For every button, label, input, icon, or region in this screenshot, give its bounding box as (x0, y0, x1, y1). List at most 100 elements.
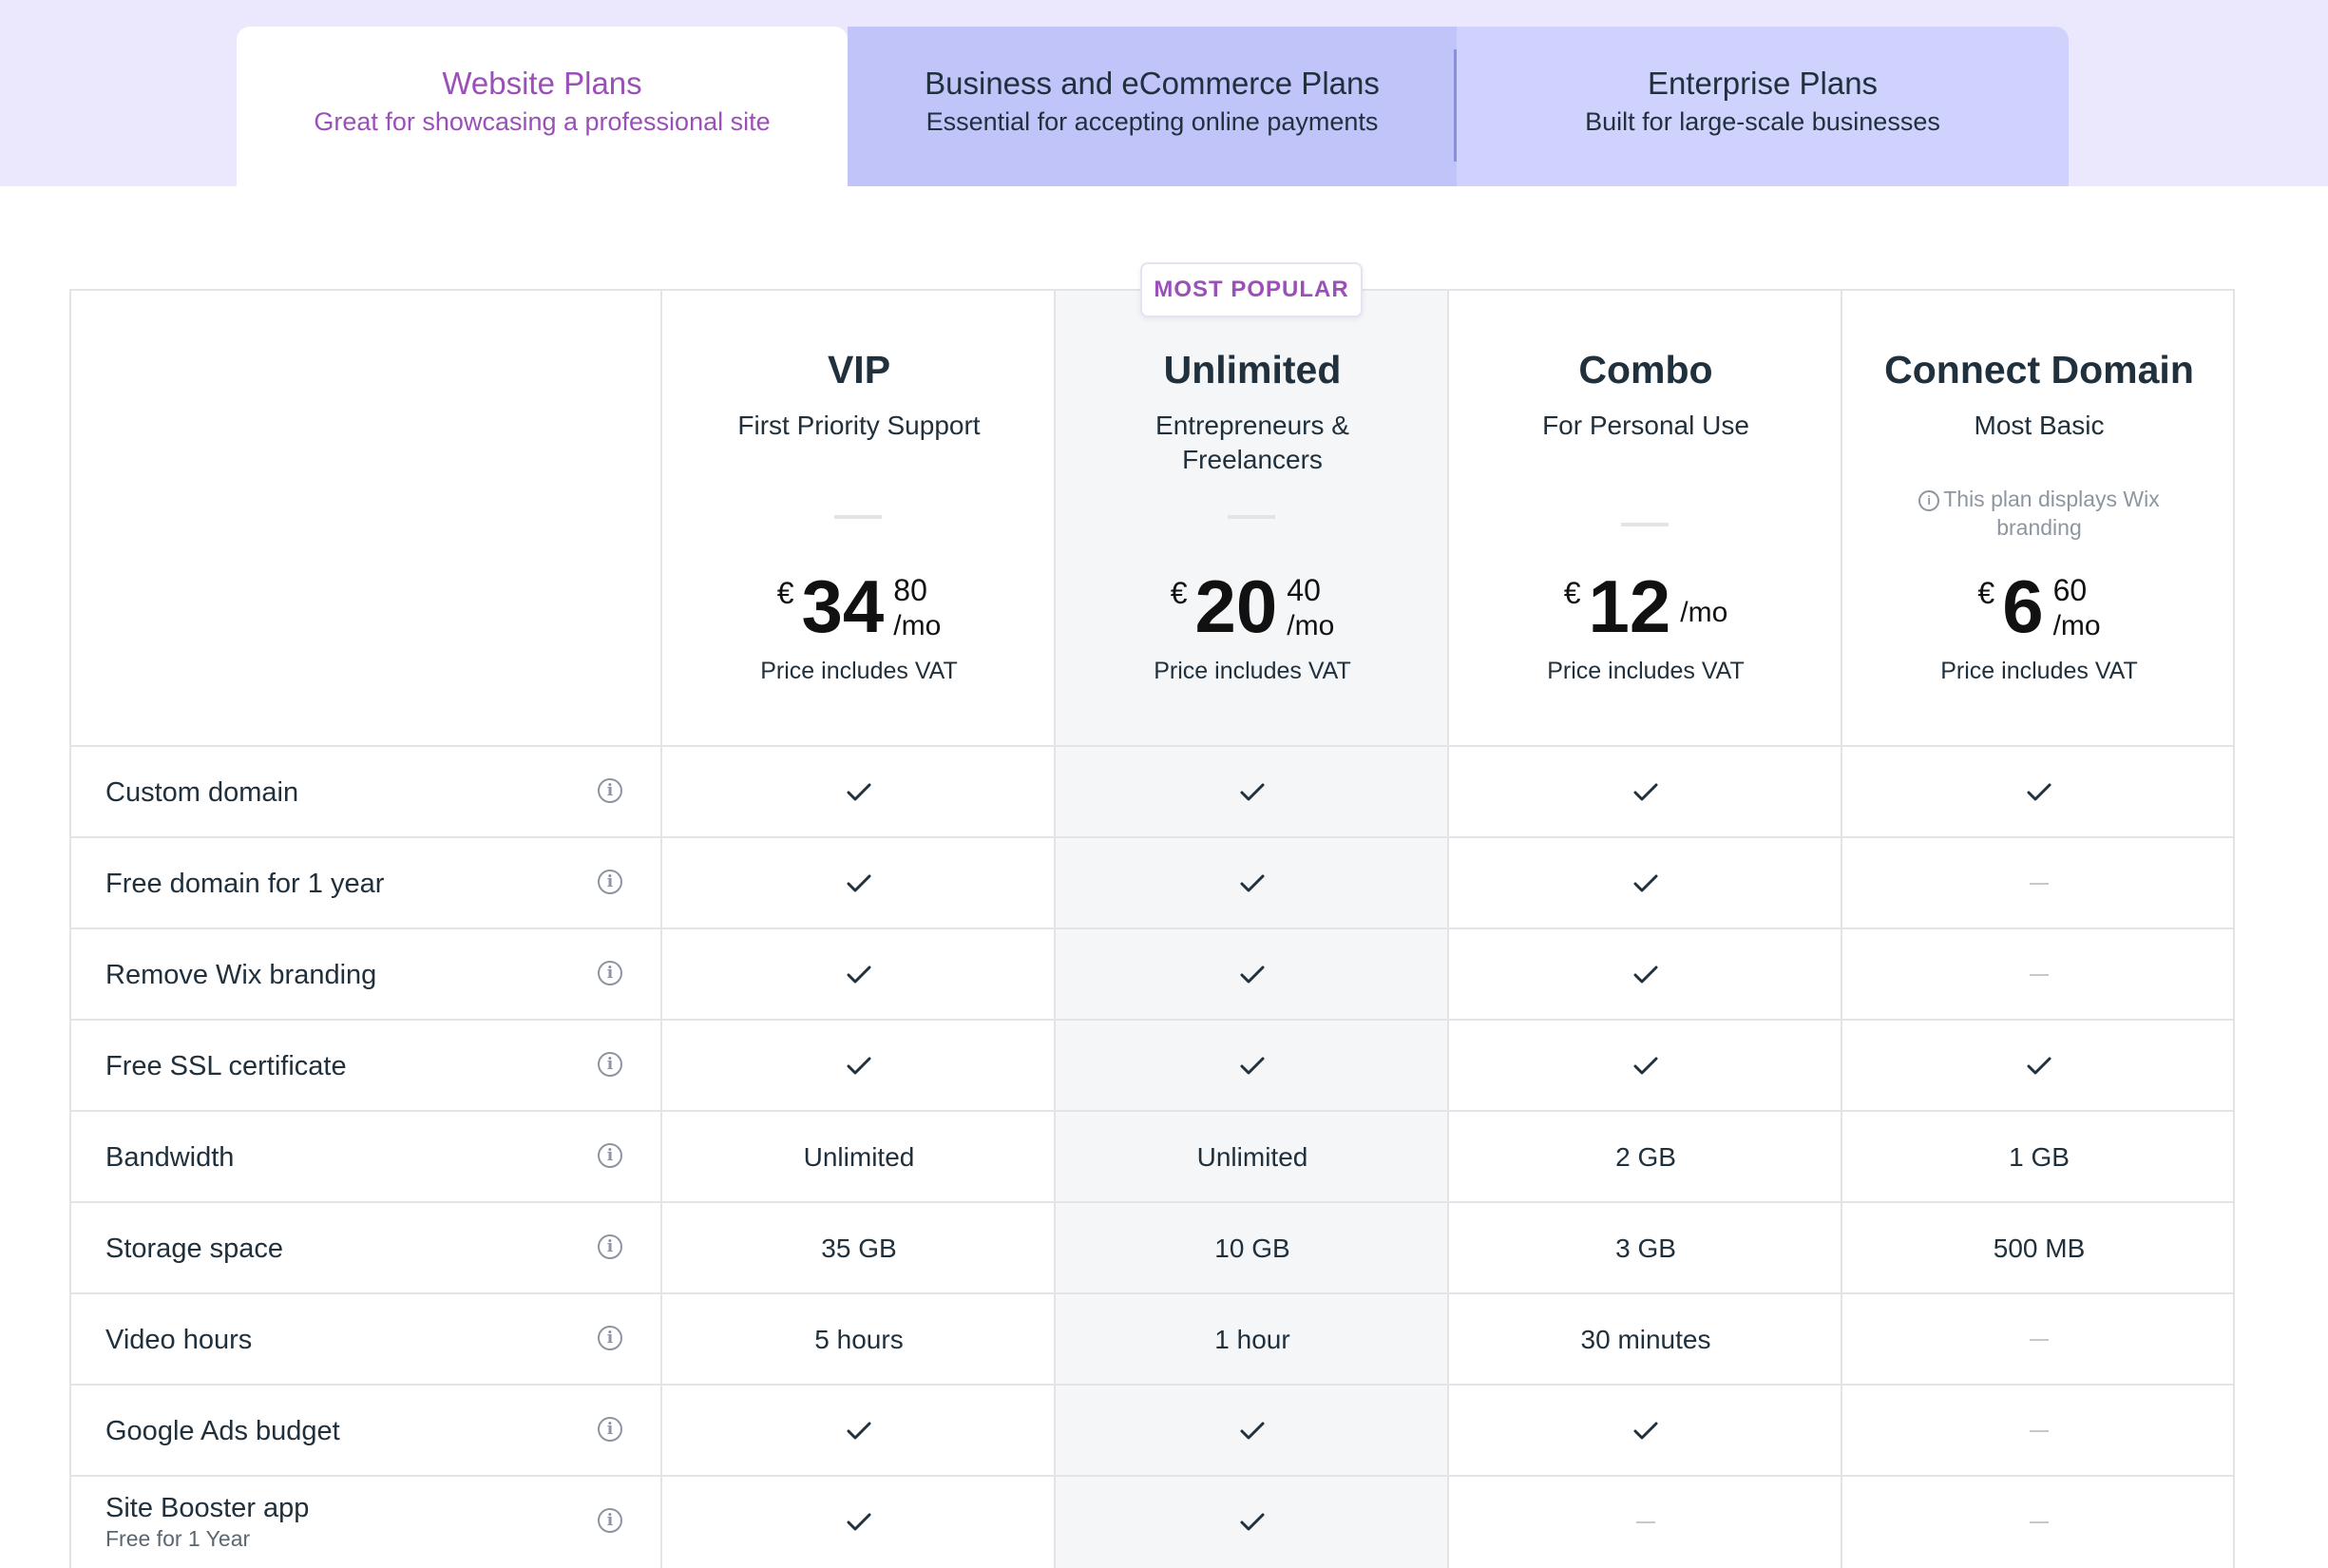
price-period: /mo (2053, 608, 2101, 644)
checkmark-icon (1449, 929, 1842, 1021)
feature-label: Remove Wix branding (105, 960, 376, 991)
feature-label: Free domain for 1 year (105, 869, 384, 900)
tab-title: Website Plans (442, 64, 641, 104)
checkmark-icon (662, 1477, 1056, 1568)
checkmark-icon (1056, 1386, 1449, 1477)
price-integer: 12 (1589, 566, 1671, 646)
info-icon[interactable]: i (598, 778, 622, 803)
feature-row: Video hours i 5 hours 1 hour 30 minutes (71, 1292, 2233, 1386)
separator-dash (834, 515, 882, 519)
info-icon: i (1918, 490, 1939, 511)
feature-label-group: Video hours (105, 1294, 252, 1386)
tab-enterprise-plans[interactable]: Enterprise Plans Built for large-scale b… (1457, 27, 2069, 186)
separator-dash (1228, 515, 1275, 519)
feature-label-group: Free domain for 1 year (105, 838, 384, 929)
feature-value: 30 minutes (1449, 1294, 1842, 1386)
price-integer: 6 (2002, 566, 2043, 646)
checkmark-icon (1449, 1386, 1842, 1477)
info-icon[interactable]: i (598, 870, 622, 894)
feature-row: Bandwidth i Unlimited Unlimited 2 GB 1 GB (71, 1110, 2233, 1203)
checkmark-icon (1842, 747, 2236, 838)
vat-note: Price includes VAT (1449, 658, 1842, 685)
feature-value: 5 hours (662, 1294, 1056, 1386)
checkmark-icon (1842, 1021, 2236, 1112)
feature-label: Google Ads budget (105, 1416, 340, 1447)
checkmark-icon (1056, 929, 1449, 1021)
dash-icon (1842, 1477, 2236, 1568)
checkmark-icon (1449, 747, 1842, 838)
tab-business-ecommerce-plans[interactable]: Business and eCommerce Plans Essential f… (848, 27, 1457, 186)
feature-label: Free SSL certificate (105, 1051, 347, 1082)
tab-subtitle: Built for large-scale businesses (1585, 104, 1940, 140)
plan-description: Entrepreneurs & Freelancers (1094, 409, 1411, 477)
info-icon[interactable]: i (598, 1417, 622, 1442)
checkmark-icon (1056, 747, 1449, 838)
checkmark-icon (1056, 1021, 1449, 1112)
most-popular-badge: MOST POPULAR (1140, 262, 1363, 317)
plan-card-connect-domain: Connect Domain Most Basic i This plan displ… (1842, 289, 2236, 745)
feature-label-group: Remove Wix branding (105, 929, 376, 1021)
plan-price: €6 60/mo (1842, 566, 2236, 646)
feature-row: Storage space i 35 GB 10 GB 3 GB 500 MB (71, 1201, 2233, 1294)
checkmark-icon (1056, 838, 1449, 929)
info-icon[interactable]: i (598, 1234, 622, 1259)
feature-row: Remove Wix branding i (71, 927, 2233, 1021)
feature-value: 1 GB (1842, 1112, 2236, 1203)
info-icon[interactable]: i (598, 1508, 622, 1533)
price-suffix: 80/mo (893, 572, 941, 644)
plan-name: Connect Domain (1842, 348, 2236, 392)
checkmark-icon (1449, 838, 1842, 929)
feature-value: 2 GB (1449, 1112, 1842, 1203)
info-icon[interactable]: i (598, 961, 622, 985)
feature-row: Free domain for 1 year i (71, 836, 2233, 929)
vat-note: Price includes VAT (1842, 658, 2236, 685)
price-period: /mo (1680, 595, 1727, 631)
feature-sublabel: Free for 1 Year (105, 1526, 309, 1552)
currency-symbol: € (1171, 576, 1188, 611)
feature-value: 500 MB (1842, 1203, 2236, 1294)
currency-symbol: € (777, 576, 794, 611)
feature-label-group: Site Booster app Free for 1 Year (105, 1477, 309, 1568)
dash-icon (1842, 1386, 2236, 1477)
feature-value: 35 GB (662, 1203, 1056, 1294)
separator-dash (1621, 523, 1669, 526)
price-cents: 80 (893, 572, 927, 608)
feature-label-group: Storage space (105, 1203, 283, 1294)
feature-value: Unlimited (1056, 1112, 1449, 1203)
price-period: /mo (893, 608, 941, 644)
dash-icon (1449, 1477, 1842, 1568)
checkmark-icon (1449, 1021, 1842, 1112)
tab-subtitle: Great for showcasing a professional site (314, 104, 770, 140)
price-cents: 60 (2053, 572, 2088, 608)
feature-label: Custom domain (105, 777, 298, 809)
plan-branding-note: i This plan displays Wix branding (1880, 485, 2198, 542)
checkmark-icon (662, 929, 1056, 1021)
plan-description: For Personal Use (1487, 409, 1804, 443)
feature-label: Video hours (105, 1325, 252, 1356)
info-icon[interactable]: i (598, 1052, 622, 1077)
feature-row: Custom domain i (71, 745, 2233, 838)
plan-name: Combo (1449, 348, 1842, 392)
tab-subtitle: Essential for accepting online payments (926, 104, 1379, 140)
checkmark-icon (662, 1021, 1056, 1112)
feature-label: Bandwidth (105, 1142, 234, 1174)
price-period: /mo (1287, 608, 1334, 644)
price-integer: 20 (1195, 566, 1278, 646)
price-suffix: 40/mo (1287, 572, 1334, 644)
plan-description: Most Basic (1880, 409, 2198, 443)
plan-name: VIP (662, 348, 1056, 392)
plan-description: First Priority Support (700, 409, 1018, 443)
plan-price: €20 40/mo (1056, 566, 1449, 646)
tab-website-plans[interactable]: Website Plans Great for showcasing a pro… (237, 27, 848, 186)
info-icon[interactable]: i (598, 1326, 622, 1350)
plan-card-vip: VIP First Priority Support €34 80/mo Price i… (662, 289, 1056, 745)
plan-price: €12/mo (1449, 566, 1842, 646)
plan-note-text: This plan displays Wix branding (1943, 487, 2160, 540)
feature-label: Storage space (105, 1233, 283, 1265)
feature-value: Unlimited (662, 1112, 1056, 1203)
checkmark-icon (1056, 1477, 1449, 1568)
feature-label-group: Custom domain (105, 747, 298, 838)
info-icon[interactable]: i (598, 1143, 622, 1168)
checkmark-icon (662, 838, 1056, 929)
plan-name: Unlimited (1056, 348, 1449, 392)
